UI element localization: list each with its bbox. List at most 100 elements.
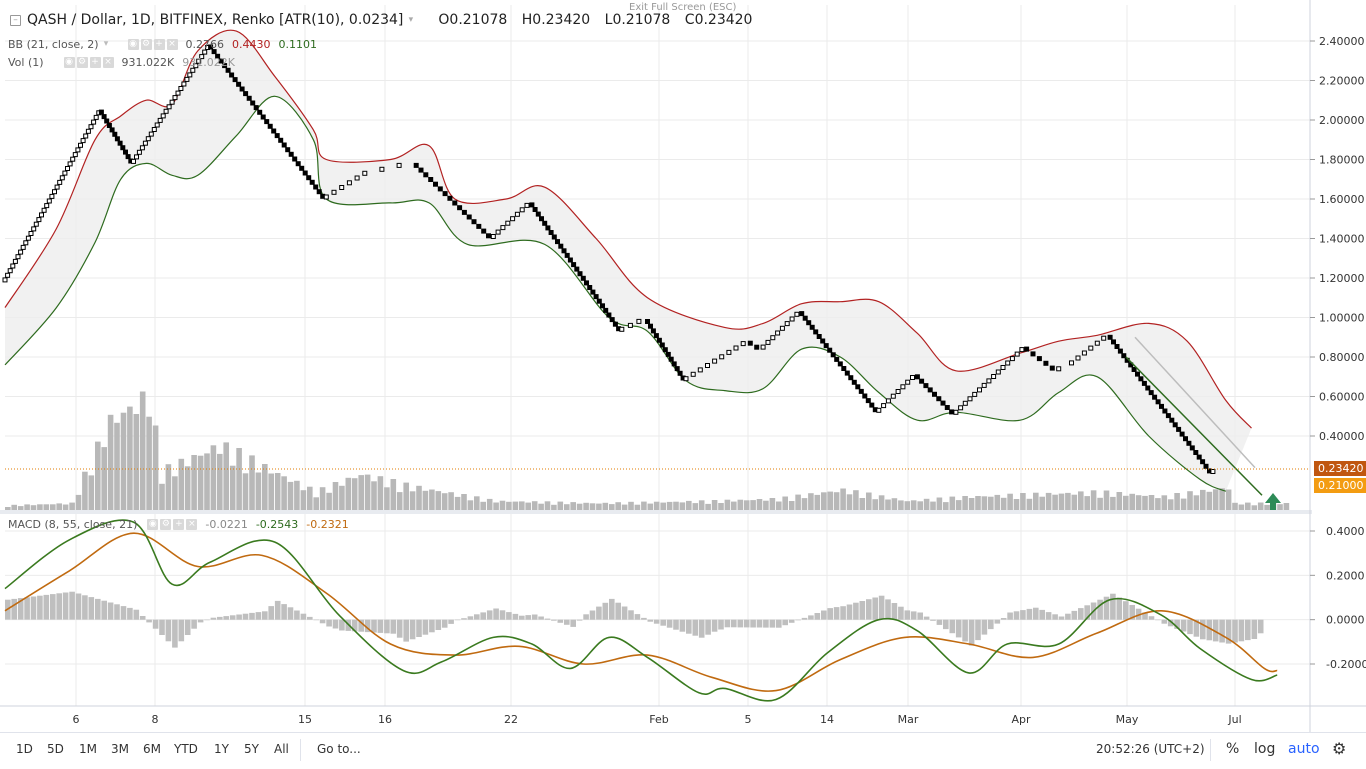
high-value: H0.23420: [521, 12, 591, 28]
macd-hist-bar: [30, 596, 37, 620]
renko-brick: [285, 147, 291, 153]
macd-hist-bar: [307, 616, 313, 620]
settings-icon[interactable]: ⚙: [76, 57, 88, 68]
volume-bar: [1264, 504, 1270, 510]
renko-brick: [1210, 469, 1216, 474]
renko-brick: [104, 118, 110, 124]
macd-hist-bar: [249, 612, 255, 620]
renko-brick: [184, 76, 190, 82]
macd-hist-bar: [609, 598, 615, 620]
macd-hist-bar: [531, 614, 538, 620]
timeframe-3m[interactable]: 3M: [111, 742, 129, 756]
settings-icon[interactable]: ⚙: [140, 39, 152, 50]
macd-hist-bar: [583, 614, 589, 620]
close-icon[interactable]: ×: [186, 519, 198, 530]
volume-bar: [82, 471, 88, 510]
volume-bar: [204, 453, 210, 510]
macd-hist-bar: [666, 619, 673, 628]
chevron-down-icon[interactable]: ▾: [103, 39, 109, 49]
gear-icon[interactable]: ⚙: [1332, 739, 1347, 758]
settings-icon[interactable]: ⚙: [160, 519, 172, 530]
goto-button[interactable]: Go to...: [317, 742, 361, 756]
volume-bar: [506, 501, 512, 510]
macd-hist-bar: [814, 613, 821, 620]
timeframe-5d[interactable]: 5D: [47, 742, 64, 756]
volume-bar: [474, 496, 480, 510]
volume-bar: [454, 496, 461, 510]
macd-hist-bar: [981, 619, 988, 635]
renko-brick: [535, 211, 541, 217]
second-price-label: 0.21000: [1318, 479, 1364, 492]
macd-hist-bar: [949, 619, 956, 634]
macd-hist-bar: [1065, 613, 1071, 620]
exit-fullscreen-hint[interactable]: Exit Full Screen (ESC): [629, 2, 737, 13]
renko-brick: [690, 371, 696, 377]
renko-brick: [593, 294, 599, 300]
visibility-icon[interactable]: ◉: [63, 57, 75, 68]
visibility-icon[interactable]: ◉: [127, 39, 139, 50]
volume-bar: [486, 498, 493, 510]
renko-brick: [299, 165, 305, 171]
renko-brick: [1141, 380, 1147, 386]
renko-brick: [117, 140, 123, 146]
timeframe-6m[interactable]: 6M: [143, 742, 161, 756]
macd-hist-bar: [1078, 608, 1084, 620]
up-arrow-marker: [1265, 493, 1281, 510]
close-icon[interactable]: ×: [102, 57, 114, 68]
close-icon[interactable]: ×: [166, 39, 178, 50]
timeframe-1y[interactable]: 1Y: [214, 742, 229, 756]
volume-bar: [949, 496, 956, 510]
renko-brick: [354, 175, 360, 181]
renko-brick: [49, 193, 55, 199]
volume-bar: [255, 472, 262, 510]
volume-bar: [788, 501, 795, 510]
timeframe-5y[interactable]: 5Y: [244, 742, 259, 756]
timeframe-all[interactable]: All: [274, 742, 289, 756]
volume-bar: [904, 501, 911, 510]
timeframe-1d[interactable]: 1D: [16, 742, 33, 756]
add-icon[interactable]: +: [173, 519, 185, 530]
add-icon[interactable]: +: [89, 57, 101, 68]
renko-brick: [125, 154, 131, 160]
volume-bar: [1219, 488, 1225, 510]
clock[interactable]: 20:52:26 (UTC+2): [1096, 742, 1205, 756]
auto-toggle[interactable]: auto: [1288, 741, 1320, 757]
macd-hist-bar: [1045, 612, 1052, 620]
add-icon[interactable]: +: [153, 39, 165, 50]
renko-brick: [418, 167, 424, 173]
renko-brick: [62, 170, 68, 176]
volume-bar: [795, 494, 801, 510]
trend-line-upper: [1134, 336, 1256, 469]
timeframe-ytd[interactable]: YTD: [174, 742, 198, 756]
renko-brick: [28, 231, 34, 236]
time-axis: 6 8 15 16 22 Feb 5 14 Mar Apr May Jul: [73, 713, 1242, 726]
macd-hist-bar: [435, 619, 442, 630]
renko-brick: [1196, 454, 1202, 460]
renko-brick: [779, 325, 785, 331]
collapse-icon[interactable]: –: [10, 14, 21, 26]
macd-hist-bar: [364, 619, 371, 633]
renko-brick: [548, 230, 554, 235]
visibility-icon[interactable]: ◉: [147, 519, 159, 530]
macd-hist-bar: [673, 619, 679, 630]
macd-hist-bar: [486, 610, 493, 620]
volume-bar: [159, 483, 165, 510]
log-toggle[interactable]: log: [1254, 741, 1276, 757]
timeframe-1m[interactable]: 1M: [79, 742, 97, 756]
percent-toggle[interactable]: %: [1226, 741, 1240, 757]
volume-bar: [962, 496, 968, 510]
volume-bar: [88, 475, 95, 510]
renko-brick: [775, 330, 781, 336]
macd-hist-bar: [808, 615, 814, 620]
macd-hist-bar: [1180, 619, 1187, 632]
renko-brick: [584, 280, 589, 286]
renko-brick: [848, 375, 854, 381]
renko-brick: [20, 244, 26, 250]
volume-bar: [686, 500, 692, 510]
macd-hist-bar: [1097, 599, 1103, 620]
chevron-down-icon[interactable]: ▾: [408, 14, 414, 25]
renko-brick: [1101, 335, 1107, 341]
renko-brick: [986, 378, 992, 384]
macd-hist-bar: [281, 604, 287, 620]
